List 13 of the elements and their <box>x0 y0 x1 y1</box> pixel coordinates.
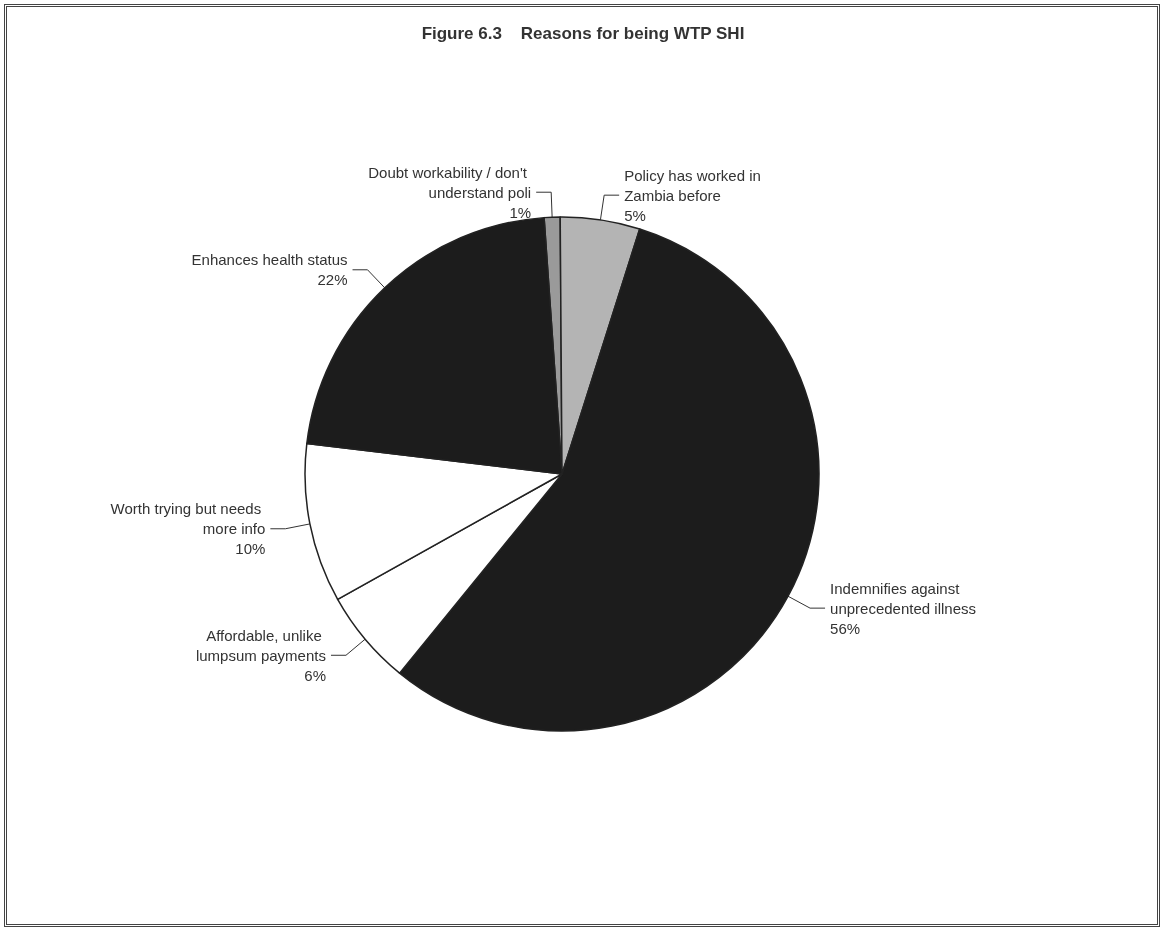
chart-title: Figure 6.3 Reasons for being WTP SHI <box>421 24 745 43</box>
data-label: 6% <box>304 666 326 684</box>
data-label: 56% <box>830 619 861 637</box>
slice-label: Policy has worked in Zambia before <box>624 166 766 204</box>
slice-label: Affordable, unlike lumpsum payments <box>195 626 326 664</box>
slice-label: Indemnifies against unprecedented illness <box>830 579 976 617</box>
slice-label: Worth trying but needs more info <box>110 500 266 538</box>
data-label: 10% <box>235 540 266 558</box>
data-label: 1% <box>509 203 532 221</box>
slice-label: Enhances health status <box>191 251 348 269</box>
slice-label: Doubt workability / don't understand poli <box>368 163 532 201</box>
data-label: 5% <box>624 206 646 224</box>
data-label: 22% <box>317 271 348 289</box>
